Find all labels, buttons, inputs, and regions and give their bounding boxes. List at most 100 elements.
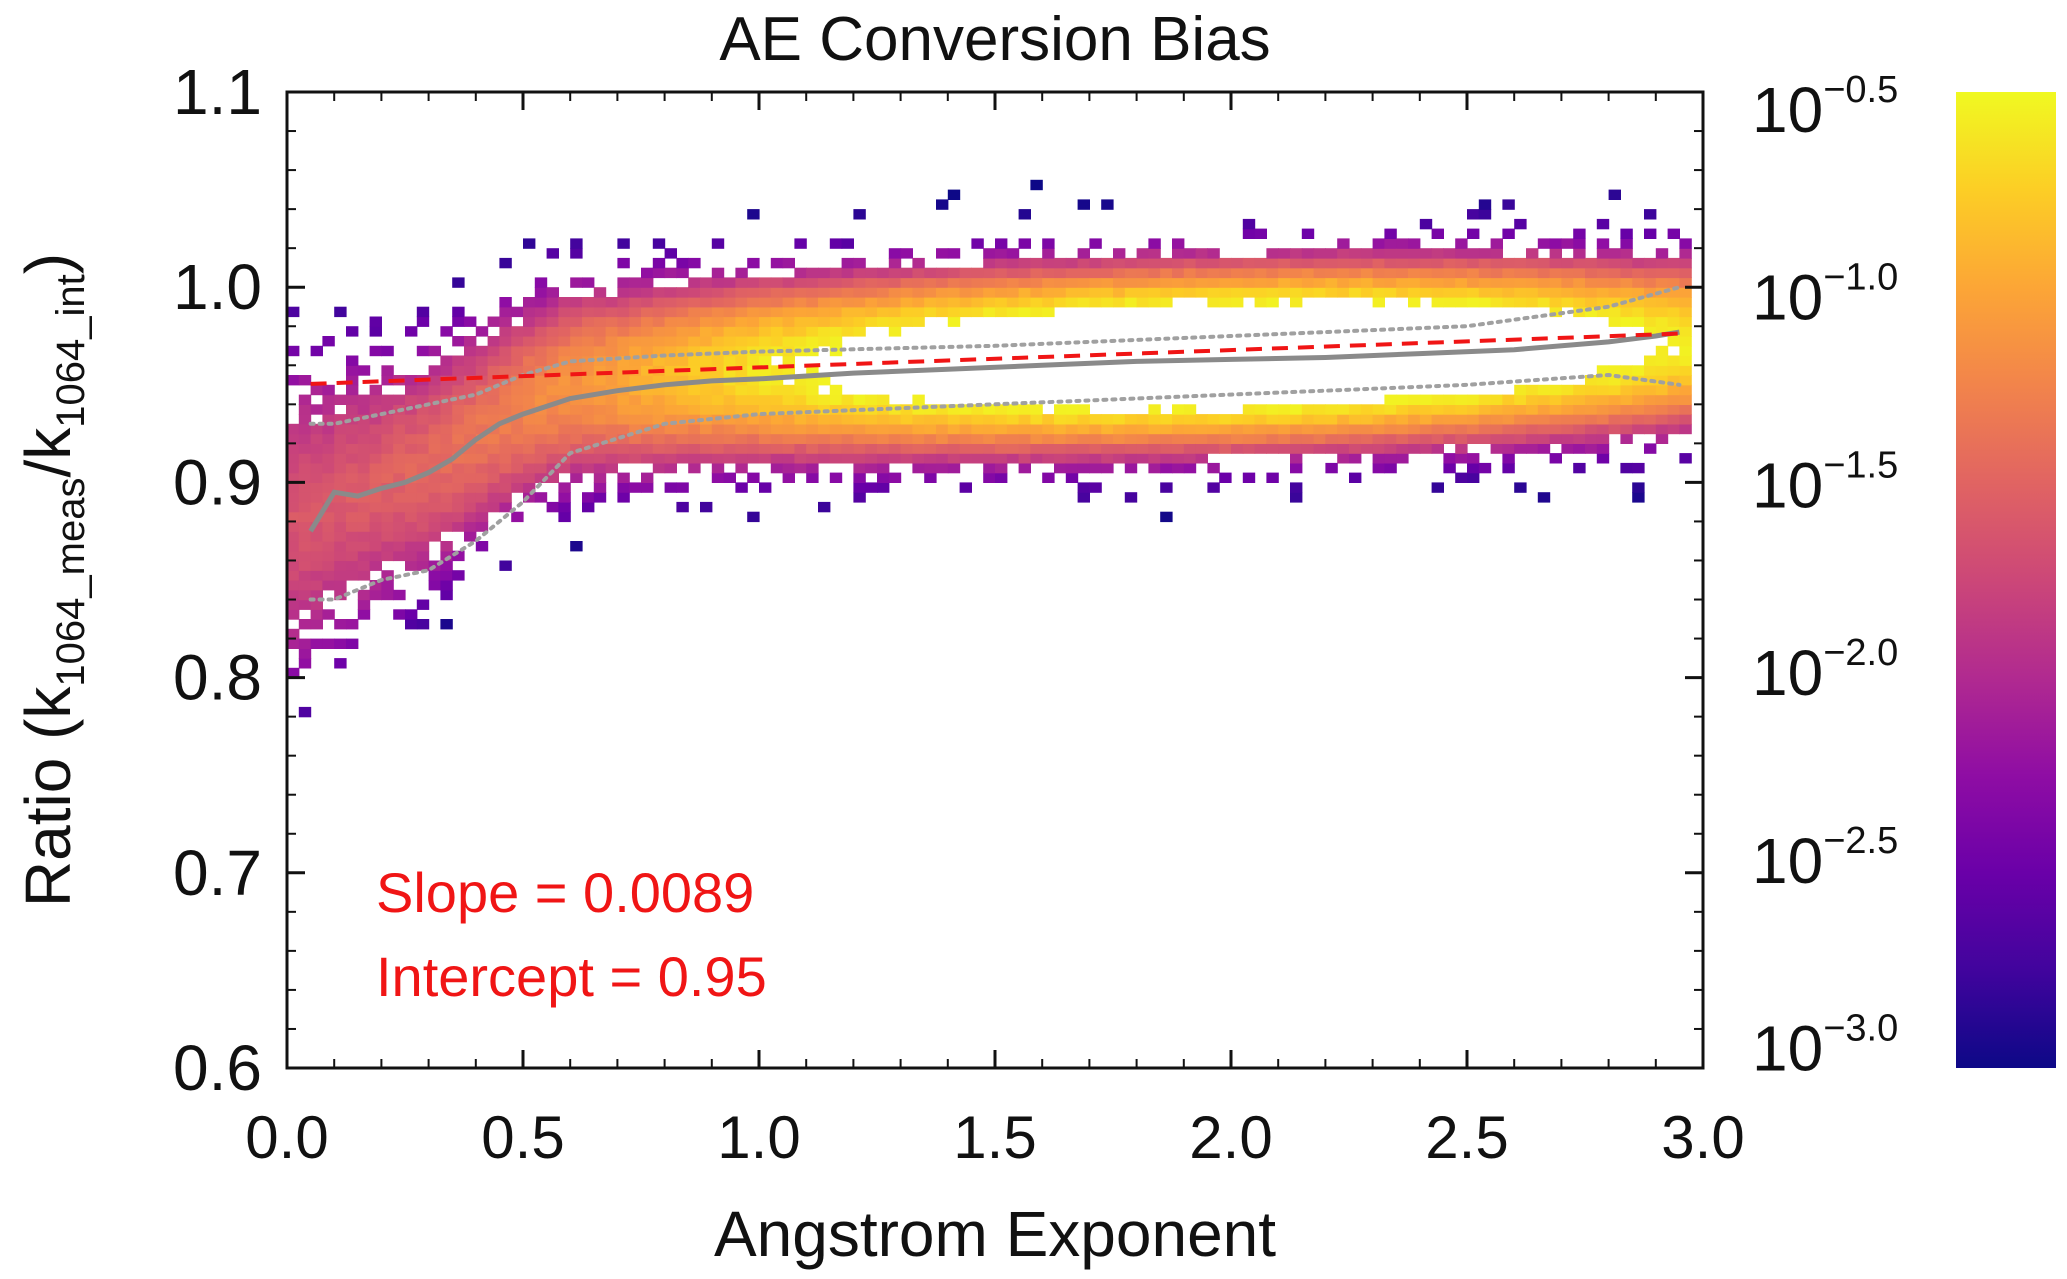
heatmap-cell bbox=[1620, 277, 1633, 288]
heatmap-cell bbox=[1667, 257, 1680, 269]
heatmap-cell bbox=[841, 287, 854, 298]
heatmap-cell bbox=[287, 375, 300, 386]
heatmap-cell bbox=[287, 306, 300, 318]
heatmap-cell bbox=[1065, 472, 1079, 483]
heatmap-cell bbox=[334, 638, 347, 649]
heatmap-cell bbox=[381, 443, 394, 454]
heatmap-cell bbox=[1372, 462, 1385, 474]
heatmap-cell bbox=[393, 609, 406, 620]
heatmap-cell bbox=[853, 257, 866, 269]
heatmap-cell bbox=[983, 453, 996, 464]
heatmap-cell bbox=[1018, 209, 1031, 220]
heatmap-cell bbox=[924, 404, 937, 415]
heatmap-cell bbox=[1018, 257, 1031, 269]
heatmap-cell bbox=[770, 277, 784, 288]
heatmap-cell bbox=[1644, 404, 1657, 415]
heatmap-cell bbox=[1455, 267, 1468, 279]
heatmap-cell bbox=[711, 345, 725, 357]
heatmap-cell bbox=[806, 462, 819, 474]
heatmap-cell bbox=[1526, 443, 1539, 454]
heatmap-cell bbox=[735, 394, 748, 405]
heatmap-cell bbox=[1113, 414, 1126, 425]
heatmap-cell bbox=[1101, 443, 1114, 454]
heatmap-cell bbox=[1573, 267, 1586, 279]
heatmap-cell bbox=[1030, 267, 1043, 279]
heatmap-cell bbox=[346, 619, 359, 630]
heatmap-cell bbox=[1242, 404, 1256, 415]
heatmap-cell bbox=[747, 453, 760, 464]
heatmap-cell bbox=[381, 394, 394, 405]
heatmap-cell bbox=[1372, 257, 1385, 269]
heatmap-cell bbox=[1549, 404, 1562, 415]
heatmap-cell bbox=[582, 326, 595, 337]
heatmap-cell bbox=[853, 414, 866, 425]
heatmap-cell bbox=[629, 414, 642, 425]
heatmap-cell bbox=[652, 345, 666, 357]
heatmap-cell bbox=[641, 326, 654, 337]
heatmap-cell bbox=[1585, 394, 1598, 405]
heatmap-cell bbox=[947, 267, 961, 279]
heatmap-cell bbox=[464, 443, 477, 454]
heatmap-cell bbox=[334, 619, 347, 630]
heatmap-cell bbox=[1042, 306, 1055, 318]
heatmap-cell bbox=[806, 423, 819, 435]
heatmap-cell bbox=[652, 453, 666, 464]
colorbar-tick-exponent: −0.5 bbox=[1823, 69, 1898, 111]
heatmap-cell bbox=[416, 531, 430, 542]
heatmap-cell bbox=[877, 267, 890, 279]
heatmap-cell bbox=[924, 414, 937, 425]
heatmap-cell bbox=[1502, 423, 1515, 435]
heatmap-cell bbox=[593, 384, 607, 396]
heatmap-cell bbox=[381, 580, 394, 591]
heatmap-cell bbox=[1018, 423, 1031, 435]
heatmap-cell bbox=[452, 550, 465, 562]
heatmap-cell bbox=[1337, 277, 1350, 288]
heatmap-cell bbox=[440, 433, 453, 444]
heatmap-cell bbox=[959, 482, 972, 493]
heatmap-cell bbox=[1644, 267, 1657, 279]
heatmap-cell bbox=[617, 414, 630, 425]
heatmap-cell bbox=[1290, 433, 1303, 444]
heatmap-cell bbox=[735, 267, 748, 279]
heatmap-cell bbox=[499, 433, 512, 444]
heatmap-cell bbox=[1313, 267, 1326, 279]
heatmap-cell bbox=[1077, 423, 1090, 435]
heatmap-cell bbox=[700, 404, 713, 415]
heatmap-cell bbox=[652, 433, 666, 444]
heatmap-cell bbox=[900, 248, 913, 259]
heatmap-cell bbox=[1101, 453, 1114, 464]
heatmap-cell bbox=[499, 384, 512, 396]
heatmap-cell bbox=[1502, 462, 1515, 474]
heatmap-cell bbox=[759, 482, 772, 493]
heatmap-cell bbox=[711, 384, 725, 396]
chart-title: AE Conversion Bias bbox=[719, 5, 1270, 74]
heatmap-cell bbox=[558, 414, 571, 425]
heatmap-cell bbox=[487, 355, 500, 366]
heatmap-cell bbox=[1561, 443, 1574, 454]
heatmap-cell bbox=[959, 443, 972, 454]
heatmap-cell bbox=[759, 277, 772, 288]
heatmap-cell bbox=[1419, 394, 1433, 405]
heatmap-cell bbox=[1136, 453, 1149, 464]
heatmap-cell bbox=[1396, 394, 1409, 405]
heatmap-cell bbox=[369, 394, 382, 405]
heatmap-cell bbox=[593, 375, 607, 386]
heatmap-cell bbox=[865, 443, 878, 454]
heatmap-cell bbox=[936, 423, 949, 435]
median-line bbox=[308, 329, 1680, 533]
heatmap-cell bbox=[1089, 443, 1102, 454]
heatmap-cell bbox=[1148, 462, 1161, 474]
heatmap-cell bbox=[1325, 433, 1338, 444]
heatmap-cell bbox=[794, 453, 807, 464]
heatmap-cell bbox=[393, 492, 406, 503]
heatmap-cell bbox=[416, 541, 430, 552]
heatmap-cell bbox=[711, 394, 725, 405]
heatmap-cell bbox=[287, 560, 300, 571]
heatmap-cell bbox=[1408, 423, 1421, 435]
heatmap-cell bbox=[664, 355, 677, 366]
heatmap-cell bbox=[1490, 414, 1503, 425]
heatmap-cell bbox=[499, 345, 512, 357]
heatmap-cell bbox=[652, 394, 666, 405]
heatmap-cell bbox=[1478, 277, 1492, 288]
heatmap-cell bbox=[1077, 443, 1090, 454]
